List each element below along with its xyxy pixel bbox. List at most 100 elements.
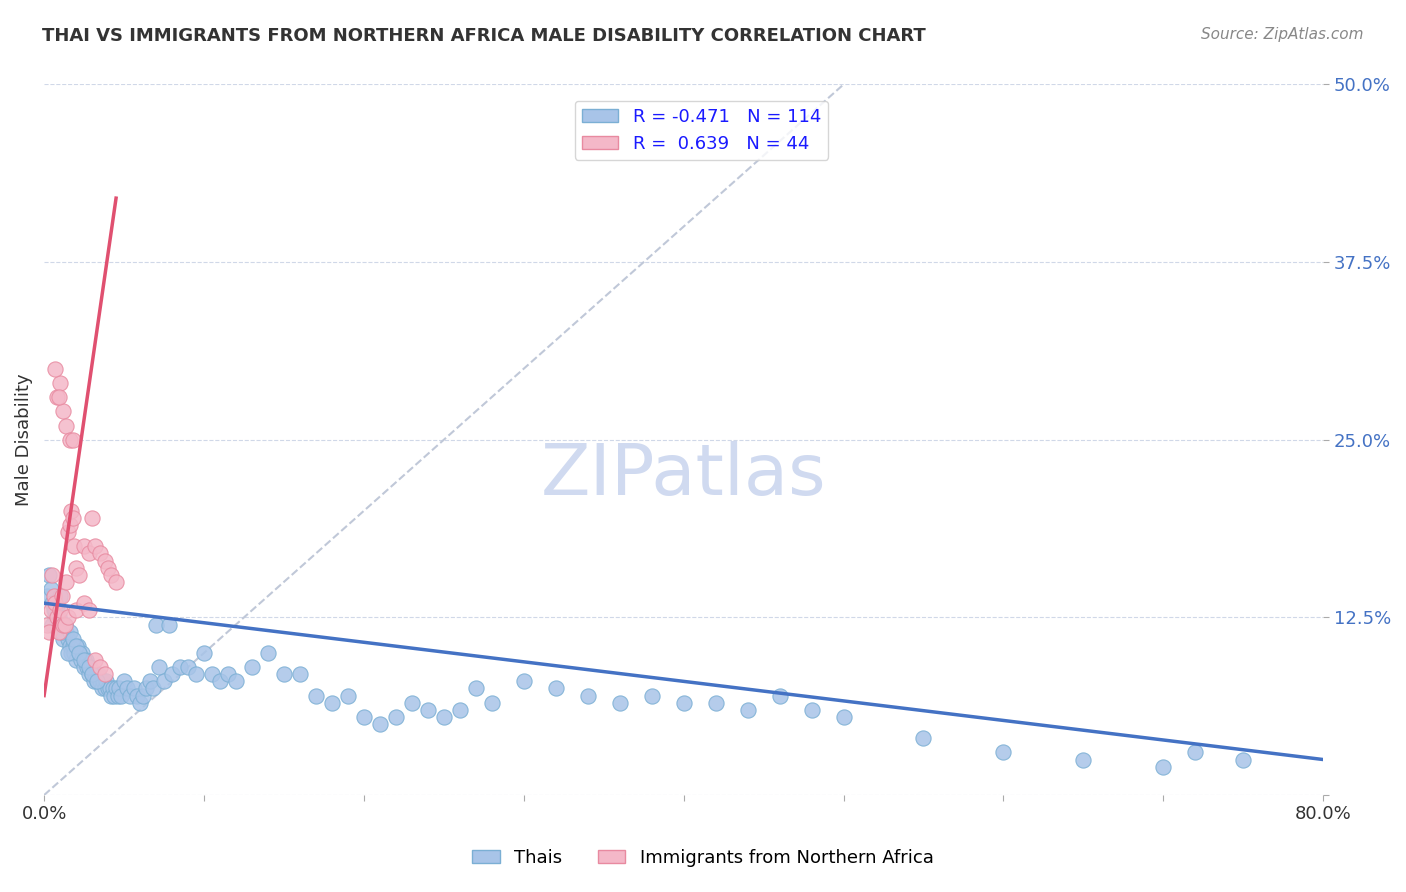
Point — [832, 710, 855, 724]
Point — [37, 589, 59, 603]
Point — [1232, 752, 1254, 766]
Point — [62, 639, 84, 653]
Point — [66, 639, 89, 653]
Point — [52, 617, 75, 632]
Point — [641, 689, 664, 703]
Point — [51, 589, 73, 603]
Point — [49, 617, 72, 632]
Point — [94, 681, 117, 696]
Point — [105, 574, 128, 589]
Text: ZIPatlas: ZIPatlas — [541, 441, 827, 510]
Point — [89, 674, 111, 689]
Text: Source: ZipAtlas.com: Source: ZipAtlas.com — [1201, 27, 1364, 42]
Point — [1073, 752, 1095, 766]
Point — [112, 674, 135, 689]
Point — [96, 674, 118, 689]
Point — [38, 624, 60, 639]
Point — [98, 681, 121, 696]
Point — [59, 433, 82, 447]
Point — [41, 617, 63, 632]
Point — [97, 560, 120, 574]
Point — [45, 603, 67, 617]
Point — [49, 589, 72, 603]
Point — [160, 667, 183, 681]
Point — [86, 674, 108, 689]
Point — [513, 674, 536, 689]
Point — [55, 624, 77, 639]
Point — [55, 418, 77, 433]
Point — [79, 660, 101, 674]
Point — [48, 624, 70, 639]
Point — [62, 511, 84, 525]
Y-axis label: Male Disability: Male Disability — [15, 374, 32, 506]
Point — [321, 696, 343, 710]
Point — [44, 361, 66, 376]
Point — [51, 624, 73, 639]
Point — [148, 660, 170, 674]
Point — [73, 660, 96, 674]
Point — [65, 653, 87, 667]
Point — [59, 639, 82, 653]
Point — [90, 681, 112, 696]
Point — [67, 646, 90, 660]
Point — [45, 610, 67, 624]
Point — [672, 696, 695, 710]
Point — [59, 518, 82, 533]
Point — [401, 696, 423, 710]
Point — [53, 617, 76, 632]
Point — [41, 596, 63, 610]
Point — [87, 667, 110, 681]
Point — [737, 703, 759, 717]
Point — [52, 632, 75, 646]
Point — [48, 390, 70, 404]
Point — [76, 660, 98, 674]
Point — [63, 539, 86, 553]
Point — [86, 674, 108, 689]
Point — [110, 689, 132, 703]
Point — [169, 660, 191, 674]
Point — [94, 667, 117, 681]
Point — [704, 696, 727, 710]
Legend: R = -0.471   N = 114, R =  0.639   N = 44: R = -0.471 N = 114, R = 0.639 N = 44 — [575, 101, 828, 160]
Point — [80, 667, 103, 681]
Point — [53, 617, 76, 632]
Point — [56, 525, 79, 540]
Point — [62, 632, 84, 646]
Point — [129, 696, 152, 710]
Point — [1152, 759, 1174, 773]
Point — [336, 689, 359, 703]
Point — [108, 681, 131, 696]
Point — [37, 617, 59, 632]
Point — [993, 746, 1015, 760]
Point — [240, 660, 263, 674]
Point — [138, 674, 160, 689]
Point — [65, 560, 87, 574]
Point — [768, 689, 790, 703]
Point — [1184, 746, 1206, 760]
Point — [385, 710, 408, 724]
Point — [288, 667, 311, 681]
Point — [225, 674, 247, 689]
Point — [42, 589, 65, 603]
Point — [481, 696, 503, 710]
Point — [49, 376, 72, 390]
Point — [48, 617, 70, 632]
Point — [157, 617, 180, 632]
Text: THAI VS IMMIGRANTS FROM NORTHERN AFRICA MALE DISABILITY CORRELATION CHART: THAI VS IMMIGRANTS FROM NORTHERN AFRICA … — [42, 27, 927, 45]
Point — [75, 653, 97, 667]
Point — [56, 632, 79, 646]
Point — [576, 689, 599, 703]
Point — [117, 681, 139, 696]
Point — [62, 433, 84, 447]
Point — [73, 653, 96, 667]
Point — [105, 681, 128, 696]
Point — [44, 603, 66, 617]
Point — [433, 710, 456, 724]
Point — [305, 689, 328, 703]
Point — [65, 603, 87, 617]
Point — [912, 731, 935, 746]
Point — [77, 667, 100, 681]
Point — [77, 603, 100, 617]
Point — [800, 703, 823, 717]
Point — [132, 689, 155, 703]
